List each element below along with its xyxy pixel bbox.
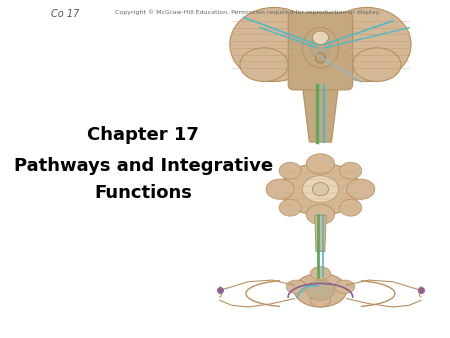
Text: Copyright © McGraw-Hill Education. Permission required for reproduction or displ: Copyright © McGraw-Hill Education. Permi… [115,9,381,15]
Text: Pathways and Integrative: Pathways and Integrative [14,156,273,175]
Ellipse shape [340,199,362,216]
Ellipse shape [302,28,338,68]
Text: Functions: Functions [94,184,192,201]
Ellipse shape [310,38,330,58]
Ellipse shape [334,280,355,293]
FancyBboxPatch shape [288,13,353,90]
Ellipse shape [315,53,325,63]
Text: Chapter 17: Chapter 17 [87,126,199,144]
Ellipse shape [240,48,288,81]
Ellipse shape [312,183,328,196]
Ellipse shape [302,176,338,203]
Ellipse shape [310,267,330,280]
Ellipse shape [340,162,362,179]
Ellipse shape [306,204,334,224]
Text: Co 17: Co 17 [51,9,80,19]
Ellipse shape [312,31,328,45]
Ellipse shape [280,163,361,215]
Ellipse shape [279,162,302,179]
Ellipse shape [279,199,302,216]
Ellipse shape [306,280,334,300]
Ellipse shape [294,273,346,307]
Ellipse shape [286,280,306,293]
Ellipse shape [346,179,375,199]
Ellipse shape [310,293,330,307]
Polygon shape [302,85,338,142]
Ellipse shape [230,7,319,81]
Ellipse shape [306,154,334,174]
Ellipse shape [353,48,401,81]
Polygon shape [315,215,326,251]
Ellipse shape [266,179,294,199]
Ellipse shape [323,7,411,81]
